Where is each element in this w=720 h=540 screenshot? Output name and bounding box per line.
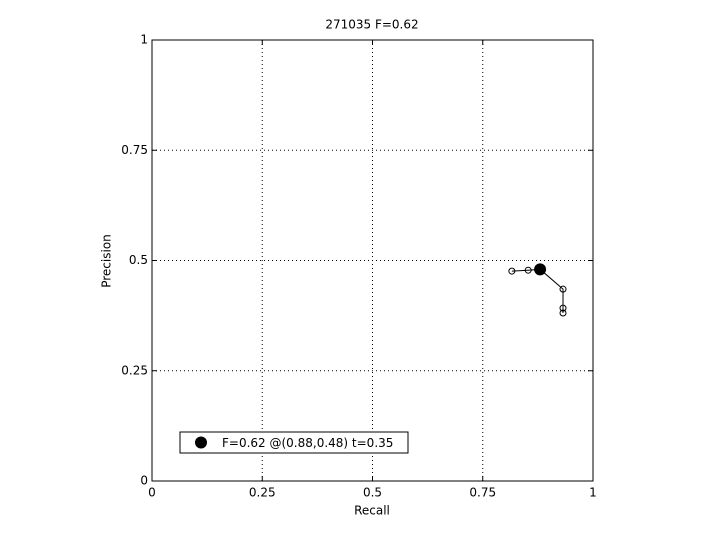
x-tick-label: 0.5 xyxy=(363,486,382,500)
point xyxy=(524,266,532,274)
x-tick-label: 0.75 xyxy=(469,486,496,500)
x-tick-label: 0.25 xyxy=(249,486,276,500)
legend-box xyxy=(179,431,409,454)
point xyxy=(559,285,567,293)
plot-frame xyxy=(151,39,594,482)
y-tick-label: 0.75 xyxy=(121,143,148,157)
y-tick-label: 0 xyxy=(140,474,148,488)
x-axis-label: Recall xyxy=(354,504,390,518)
point xyxy=(559,304,567,312)
legend-label: F=0.62 @(0.88,0.48) t=0.35 xyxy=(222,436,393,450)
y-axis-label: Precision xyxy=(100,234,114,288)
best-point xyxy=(534,263,547,276)
x-tick-label: 0 xyxy=(148,486,156,500)
legend-marker xyxy=(195,436,207,449)
x-tick-label: 1 xyxy=(589,486,597,500)
point xyxy=(559,309,567,317)
point xyxy=(508,267,516,275)
y-tick-label: 0.5 xyxy=(129,253,148,267)
y-tick-label: 0.25 xyxy=(121,363,148,377)
y-tick-label: 1 xyxy=(140,33,148,47)
chart-title: 271035 F=0.62 xyxy=(325,18,418,32)
